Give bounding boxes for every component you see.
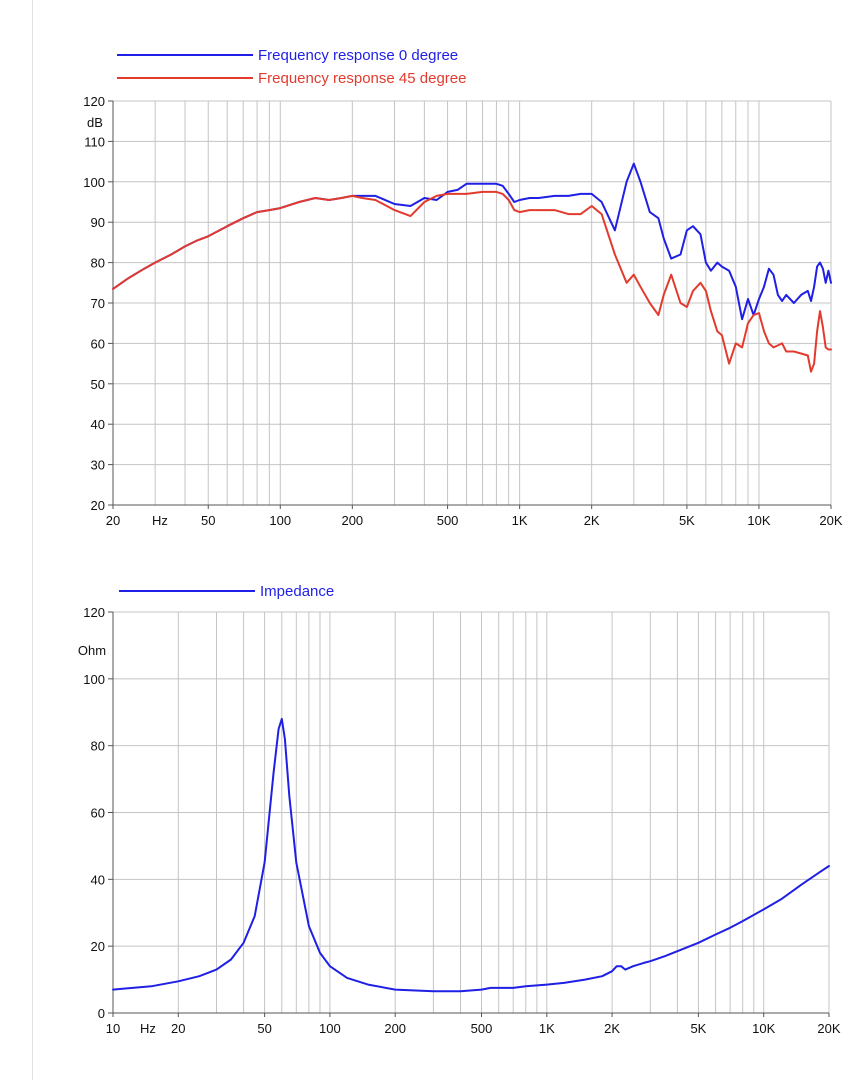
legend: Frequency response 0 degree Frequency res… <box>117 47 466 87</box>
x-tick-label: 20K <box>819 513 842 528</box>
y-tick-label: 90 <box>91 215 105 230</box>
y-axis: 20 30 40 50 60 70 80 90 100 110 120 dB <box>83 94 114 513</box>
series-group <box>112 717 830 993</box>
y-tick-label: 120 <box>83 605 105 620</box>
y-tick-label: 100 <box>83 672 105 687</box>
x-tick-label: 1K <box>539 1021 555 1036</box>
y-tick-label: 0 <box>98 1006 105 1021</box>
x-unit-label: Hz <box>140 1021 156 1036</box>
y-tick-label: 50 <box>91 377 105 392</box>
y-tick-label: 80 <box>91 739 105 754</box>
legend-label: Frequency response 0 degree <box>258 47 458 64</box>
x-grid <box>112 100 832 506</box>
chart-1: 20 30 40 50 60 70 80 90 100 110 120 dB 20 50 100 200 500… <box>83 47 843 528</box>
y-unit-label: dB <box>87 115 103 130</box>
x-tick-label: 1K <box>512 513 528 528</box>
y-tick-label: 40 <box>91 872 105 887</box>
series-line-2 <box>112 190 832 373</box>
x-tick-label: 200 <box>384 1021 406 1036</box>
x-grid <box>112 611 830 1014</box>
x-axis: 10 20 50 100 200 500 1K 2K 5K 10K 20K Hz <box>106 1013 841 1036</box>
x-tick-label: 20K <box>817 1021 840 1036</box>
y-tick-label: 120 <box>83 94 105 109</box>
y-tick-label: 20 <box>91 498 105 513</box>
y-tick-label: 110 <box>84 134 105 149</box>
series-line-1 <box>112 717 830 993</box>
x-tick-label: 100 <box>319 1021 341 1036</box>
page-left-rule <box>32 0 33 1080</box>
x-tick-label: 50 <box>257 1021 271 1036</box>
x-tick-label: 5K <box>679 513 695 528</box>
y-tick-label: 60 <box>91 336 105 351</box>
x-tick-label: 2K <box>584 513 600 528</box>
x-tick-label: 50 <box>201 513 215 528</box>
x-axis: 20 50 100 200 500 1K 2K 5K 10K 20K Hz <box>106 505 843 528</box>
x-tick-label: 20 <box>171 1021 185 1036</box>
y-tick-label: 80 <box>91 256 105 271</box>
y-unit-label: Ohm <box>78 643 106 658</box>
y-tick-label: 60 <box>91 806 105 821</box>
x-unit-label: Hz <box>152 513 168 528</box>
x-tick-label: 2K <box>604 1021 620 1036</box>
x-tick-label: 500 <box>471 1021 493 1036</box>
x-tick-label: 10 <box>106 1021 120 1036</box>
legend-label: Frequency response 45 degree <box>258 70 466 87</box>
y-tick-label: 20 <box>91 939 105 954</box>
x-tick-label: 100 <box>269 513 291 528</box>
legend: Impedance <box>119 583 334 600</box>
x-tick-label: 10K <box>747 513 770 528</box>
y-tick-label: 40 <box>91 417 105 432</box>
legend-label: Impedance <box>260 583 334 600</box>
y-tick-label: 70 <box>91 296 105 311</box>
x-tick-label: 5K <box>690 1021 706 1036</box>
x-tick-label: 10K <box>752 1021 775 1036</box>
x-tick-label: 500 <box>437 513 459 528</box>
y-tick-label: 100 <box>83 175 105 190</box>
x-tick-label: 200 <box>341 513 363 528</box>
y-tick-label: 30 <box>91 458 105 473</box>
x-tick-label: 20 <box>106 513 120 528</box>
y-axis: 0 20 40 60 80 100 120 Ohm <box>78 605 114 1021</box>
series-group <box>112 162 832 373</box>
